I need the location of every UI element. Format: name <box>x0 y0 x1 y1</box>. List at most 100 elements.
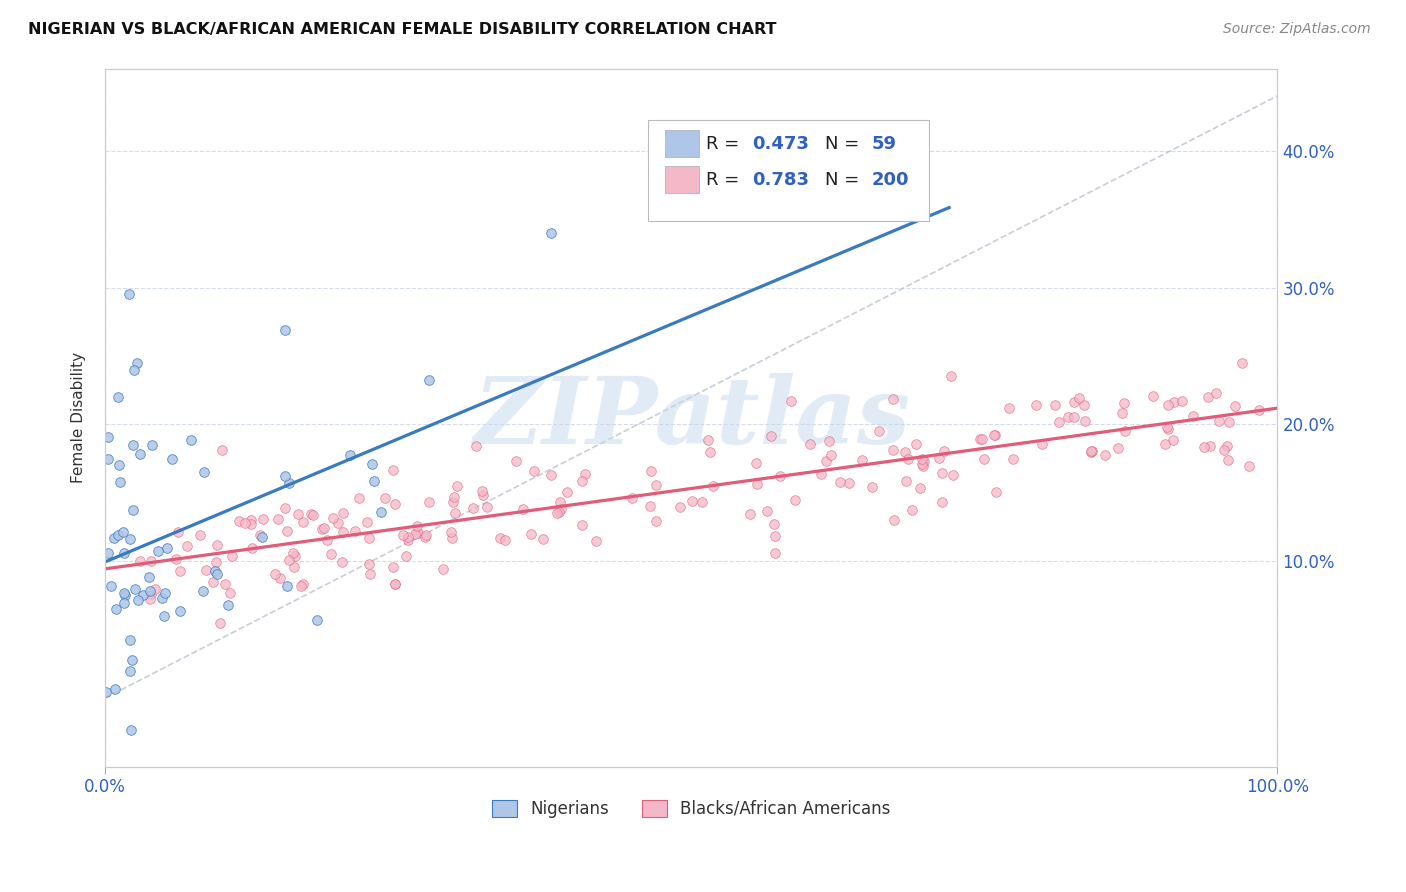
Point <box>1031 437 1053 451</box>
Point <box>443 506 465 520</box>
Point <box>299 508 322 522</box>
Point <box>418 495 440 509</box>
Point <box>129 554 152 568</box>
Point <box>894 474 917 488</box>
Point <box>931 466 953 480</box>
Point <box>110 475 132 489</box>
Point <box>250 530 273 544</box>
Point <box>276 524 298 539</box>
Point <box>546 506 568 520</box>
Point <box>1161 433 1184 447</box>
Point <box>273 323 295 337</box>
Point <box>169 604 191 618</box>
Point <box>305 613 328 627</box>
Point <box>249 528 271 542</box>
Point <box>112 586 135 600</box>
Point <box>221 549 243 564</box>
Point <box>240 513 263 527</box>
Point <box>911 452 934 467</box>
Point <box>100 579 122 593</box>
Point <box>138 570 160 584</box>
Point <box>97 451 120 466</box>
Point <box>396 530 419 544</box>
Point <box>404 527 426 541</box>
Point <box>894 445 917 459</box>
Point <box>1074 414 1097 428</box>
Point <box>188 528 211 542</box>
Point <box>548 495 571 509</box>
Point <box>1063 394 1085 409</box>
Point <box>443 491 465 505</box>
Point <box>838 476 860 491</box>
Point <box>472 488 495 502</box>
Point <box>1080 445 1102 459</box>
Point <box>141 438 163 452</box>
Point <box>817 434 839 448</box>
Point <box>97 430 120 444</box>
Point <box>302 508 325 522</box>
Point <box>392 528 415 542</box>
Point <box>901 503 924 517</box>
Point <box>269 570 291 584</box>
Point <box>941 369 963 384</box>
Point <box>1080 444 1102 458</box>
Point <box>747 477 769 491</box>
Point <box>125 356 148 370</box>
Point <box>228 515 250 529</box>
Point <box>1111 406 1133 420</box>
Point <box>205 556 228 570</box>
Point <box>359 558 381 572</box>
Point <box>121 502 143 516</box>
Point <box>1205 385 1227 400</box>
Point <box>1157 422 1180 436</box>
Text: 0.783: 0.783 <box>752 170 810 188</box>
Point <box>405 518 427 533</box>
Point <box>1153 437 1175 451</box>
Point <box>396 533 419 547</box>
Point <box>381 560 404 574</box>
Point <box>697 433 720 447</box>
Point <box>112 596 135 610</box>
Point <box>263 567 285 582</box>
Point <box>322 510 344 524</box>
Point <box>533 532 555 546</box>
Point <box>139 584 162 599</box>
Point <box>986 485 1008 500</box>
Point <box>370 505 392 519</box>
Point <box>759 429 782 443</box>
Point <box>1232 356 1254 370</box>
Point <box>440 531 463 545</box>
Point <box>176 539 198 553</box>
Point <box>165 552 187 566</box>
Point <box>128 447 150 461</box>
Point <box>908 481 931 495</box>
Point <box>1107 441 1129 455</box>
Point <box>312 521 335 535</box>
Point <box>122 362 145 376</box>
Point <box>326 516 349 530</box>
Point <box>347 491 370 505</box>
Point <box>744 457 766 471</box>
Point <box>571 474 593 488</box>
Point <box>332 506 354 520</box>
Point <box>702 479 724 493</box>
Point <box>523 464 546 478</box>
Point <box>292 515 315 529</box>
Point <box>681 493 703 508</box>
Point <box>998 401 1021 416</box>
Point <box>763 517 786 532</box>
Point <box>1002 452 1025 467</box>
Point <box>382 463 405 477</box>
Point <box>118 533 141 547</box>
Point <box>1142 389 1164 403</box>
Point <box>488 531 510 545</box>
Point <box>1156 420 1178 434</box>
Text: 59: 59 <box>872 135 897 153</box>
Point <box>292 577 315 591</box>
Point <box>540 226 562 240</box>
Point <box>112 546 135 560</box>
Point <box>540 468 562 483</box>
Point <box>621 491 644 505</box>
Point <box>1216 453 1239 467</box>
Point <box>274 500 297 515</box>
